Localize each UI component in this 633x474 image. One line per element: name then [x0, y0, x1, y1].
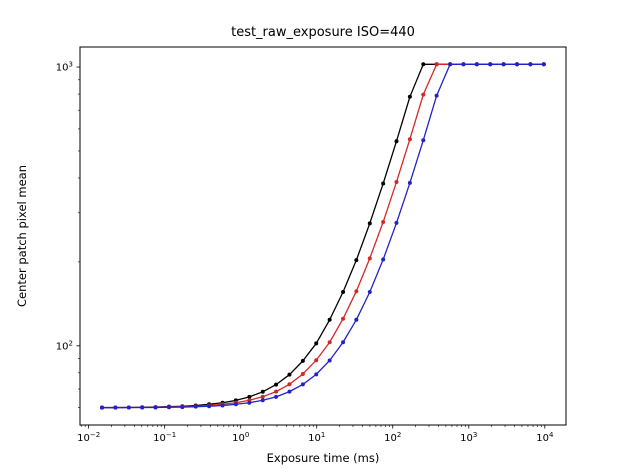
data-point-marker-blue-channel: [274, 394, 279, 399]
data-point-marker-blue-channel: [140, 405, 145, 410]
data-point-marker-red-channel: [274, 389, 279, 394]
data-point-marker-red-channel: [381, 220, 386, 225]
data-point-marker-blue-channel: [448, 62, 453, 67]
data-point-marker-blue-channel: [180, 405, 185, 410]
data-point-marker-blue-channel: [300, 382, 305, 387]
x-tick-label: 103: [460, 431, 477, 444]
data-point-marker-blue-channel: [394, 220, 399, 225]
data-point-marker-black-channel: [260, 389, 265, 394]
series-line-red-channel: [102, 63, 544, 409]
data-point-marker-black-channel: [367, 221, 372, 226]
data-point-marker-red-channel: [300, 372, 305, 377]
data-point-marker-black-channel: [300, 358, 305, 363]
data-point-marker-blue-channel: [100, 405, 105, 410]
data-point-marker-black-channel: [407, 94, 412, 99]
data-point-marker-blue-channel: [421, 138, 426, 143]
data-point-marker-blue-channel: [126, 405, 131, 410]
data-point-marker-blue-channel: [341, 340, 346, 345]
data-point-marker-blue-channel: [314, 372, 319, 377]
data-point-marker-red-channel: [434, 62, 439, 67]
series-line-black-channel: [102, 63, 544, 409]
data-point-marker-red-channel: [354, 289, 359, 294]
data-point-marker-blue-channel: [407, 180, 412, 185]
data-point-marker-red-channel: [260, 394, 265, 399]
data-point-marker-red-channel: [314, 358, 319, 363]
data-point-marker-black-channel: [314, 341, 319, 346]
y-axis-label: Center patch pixel mean: [15, 165, 29, 307]
y-tick-label: 102: [56, 339, 73, 352]
data-point-marker-blue-channel: [327, 358, 332, 363]
data-point-marker-blue-channel: [488, 62, 493, 67]
data-point-marker-red-channel: [421, 92, 426, 97]
plot-border: [79, 46, 567, 426]
data-point-marker-black-channel: [394, 139, 399, 144]
y-tick-label: 103: [56, 61, 73, 74]
data-point-marker-black-channel: [287, 372, 292, 377]
data-point-marker-blue-channel: [193, 404, 198, 409]
data-point-marker-blue-channel: [153, 405, 158, 410]
data-point-marker-black-channel: [327, 317, 332, 322]
data-point-marker-red-channel: [287, 382, 292, 387]
data-point-marker-blue-channel: [166, 405, 171, 410]
data-point-marker-blue-channel: [541, 62, 546, 67]
data-point-marker-blue-channel: [381, 257, 386, 262]
data-point-marker-black-channel: [247, 394, 252, 399]
data-point-marker-black-channel: [381, 181, 386, 186]
data-point-marker-red-channel: [394, 179, 399, 184]
data-point-marker-red-channel: [341, 316, 346, 321]
data-point-marker-blue-channel: [247, 400, 252, 405]
data-point-marker-blue-channel: [501, 62, 506, 67]
chart-title: test_raw_exposure ISO=440: [231, 25, 415, 40]
data-point-marker-blue-channel: [220, 403, 225, 408]
data-point-marker-black-channel: [341, 289, 346, 294]
data-point-marker-red-channel: [367, 256, 372, 261]
series-line-blue-channel: [102, 63, 544, 409]
x-tick-label: 10−2: [77, 431, 100, 444]
data-point-marker-blue-channel: [474, 62, 479, 67]
data-point-marker-blue-channel: [528, 62, 533, 67]
x-tick-label: 104: [536, 431, 554, 444]
data-point-marker-black-channel: [421, 62, 426, 67]
data-point-marker-blue-channel: [113, 405, 118, 410]
data-point-marker-blue-channel: [287, 389, 292, 394]
data-point-marker-blue-channel: [354, 317, 359, 322]
data-point-marker-red-channel: [327, 340, 332, 345]
data-point-marker-blue-channel: [207, 404, 212, 409]
x-axis-label: Exposure time (ms): [266, 451, 380, 465]
x-tick-label: 100: [232, 431, 249, 444]
data-point-marker-blue-channel: [461, 62, 466, 67]
data-point-marker-blue-channel: [515, 62, 520, 67]
data-point-marker-blue-channel: [260, 398, 265, 403]
data-point-marker-blue-channel: [367, 289, 372, 294]
x-tick-label: 101: [308, 431, 325, 444]
data-point-marker-blue-channel: [233, 402, 238, 407]
x-tick-label: 102: [384, 431, 401, 444]
data-point-marker-blue-channel: [434, 93, 439, 98]
x-tick-label: 10−1: [153, 431, 176, 444]
data-point-marker-black-channel: [274, 382, 279, 387]
data-point-marker-black-channel: [354, 258, 359, 263]
data-point-marker-red-channel: [407, 137, 412, 142]
